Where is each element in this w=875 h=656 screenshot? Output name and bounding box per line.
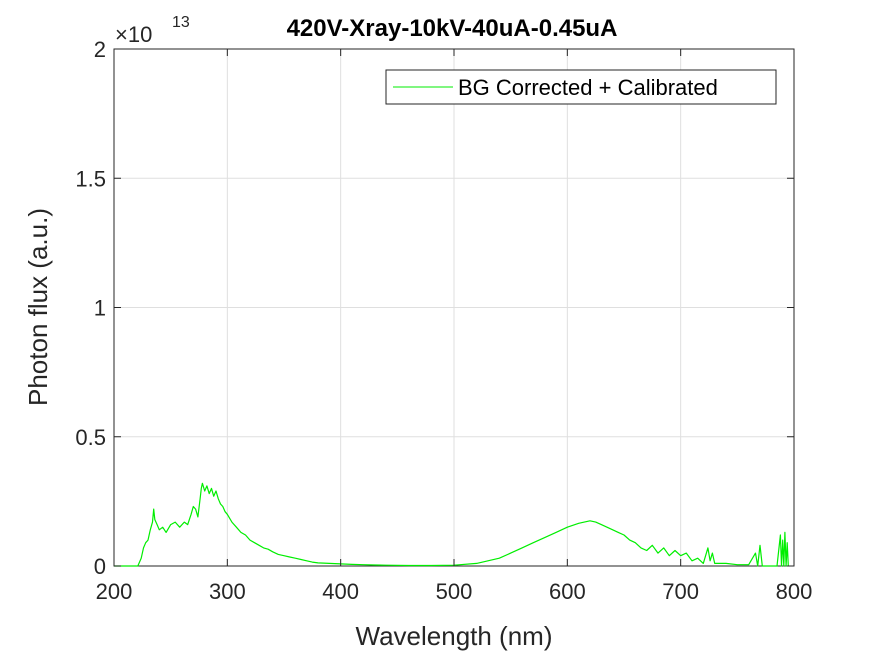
y-ticks: 0 0.5 1 1.5 2 bbox=[75, 37, 794, 579]
series-group bbox=[114, 482, 789, 567]
y-multiplier-exponent: 13 bbox=[172, 14, 190, 31]
y-tick-label: 0.5 bbox=[75, 425, 106, 450]
y-tick-label: 2 bbox=[94, 37, 106, 62]
y-multiplier: ×10 13 bbox=[115, 14, 190, 47]
y-multiplier-base: ×10 bbox=[115, 22, 152, 47]
legend: BG Corrected + Calibrated bbox=[385, 69, 777, 105]
x-tick-label: 400 bbox=[322, 579, 359, 604]
x-tick-label: 600 bbox=[549, 579, 586, 604]
y-tick-label: 0 bbox=[94, 554, 106, 579]
grid bbox=[113, 48, 795, 567]
chart-title: 420V-Xray-10kV-40uA-0.45uA bbox=[287, 15, 618, 42]
x-tick-label: 300 bbox=[209, 579, 246, 604]
x-tick-label: 200 bbox=[96, 579, 133, 604]
series-line bbox=[114, 482, 789, 567]
x-tick-label: 800 bbox=[776, 579, 813, 604]
y-axis-label: Photon flux (a.u.) bbox=[23, 208, 53, 406]
y-tick-label: 1.5 bbox=[75, 166, 106, 191]
y-tick-label: 1 bbox=[94, 296, 106, 321]
x-tick-label: 500 bbox=[436, 579, 473, 604]
x-tick-label: 700 bbox=[662, 579, 699, 604]
x-axis-label: Wavelength (nm) bbox=[356, 621, 553, 651]
x-ticks: 200 300 400 500 600 700 800 bbox=[96, 49, 813, 604]
legend-label: BG Corrected + Calibrated bbox=[458, 75, 718, 100]
